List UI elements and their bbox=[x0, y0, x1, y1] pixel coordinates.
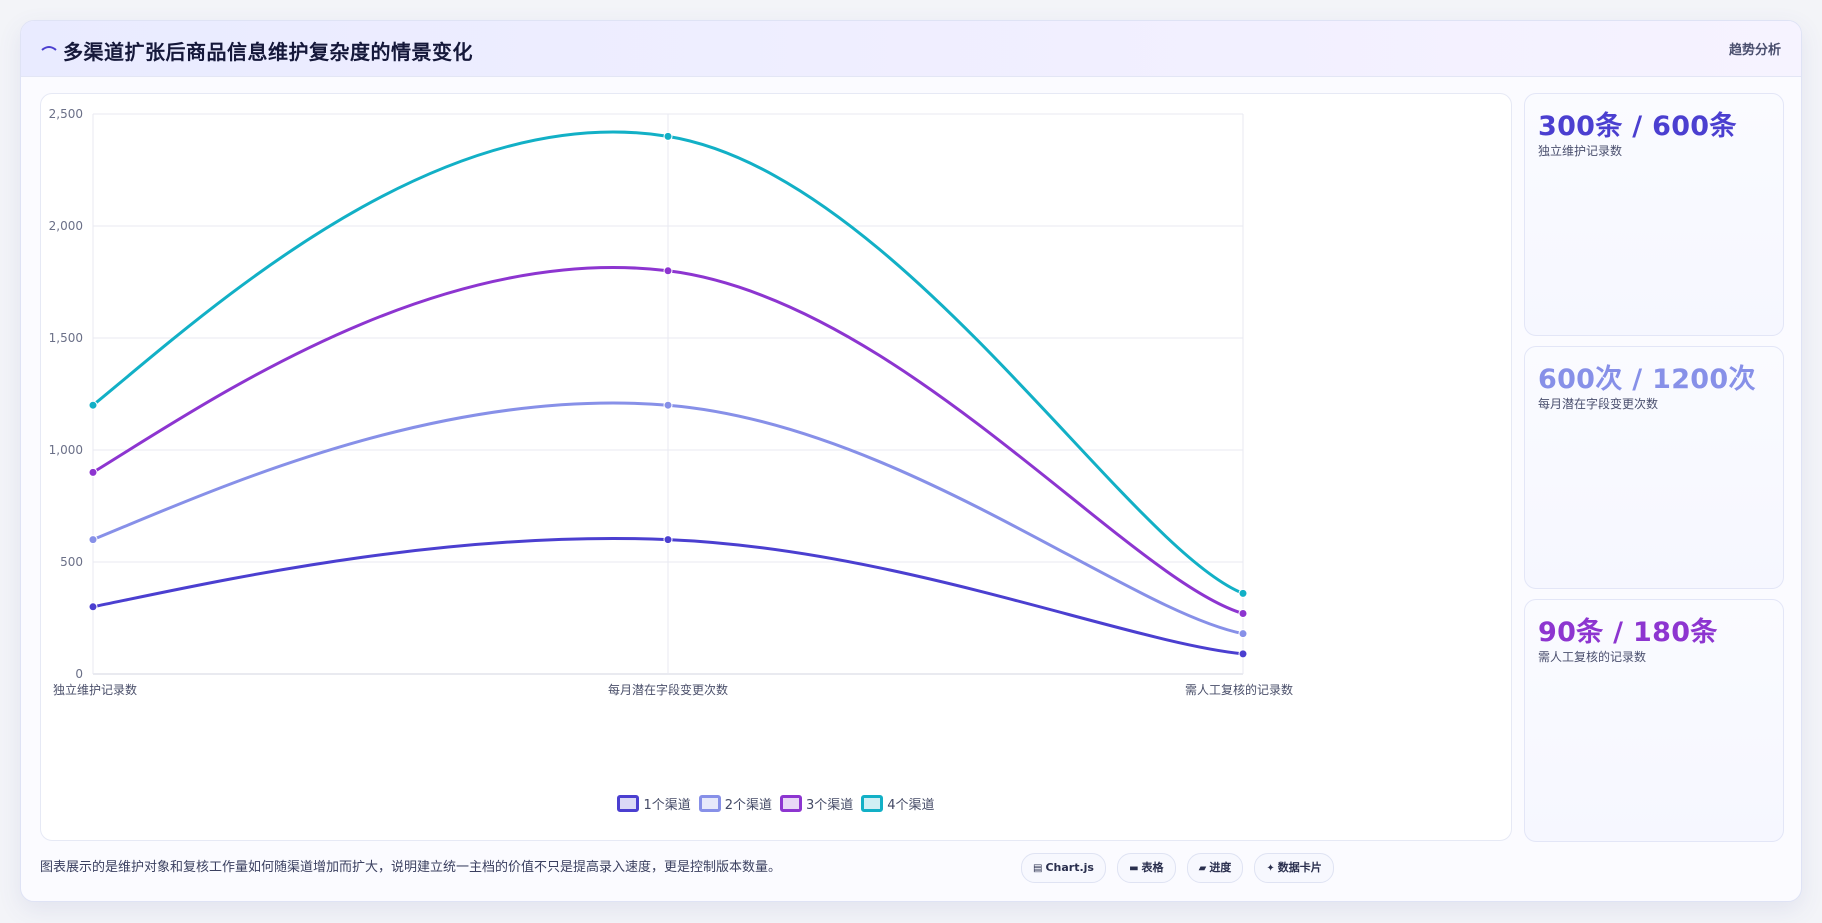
y-tick-label: 0 bbox=[75, 667, 83, 681]
progress-icon: ▰ bbox=[1198, 863, 1207, 874]
data-point bbox=[88, 535, 98, 545]
stat-card-records: 300条 / 600条 独立维护记录数 bbox=[1524, 93, 1784, 336]
y-tick-label: 1,500 bbox=[49, 331, 83, 345]
chip-label: Chart.js bbox=[1045, 861, 1094, 874]
stat-value: 300条 / 600条 bbox=[1538, 111, 1737, 142]
stat-label: 需人工复核的记录数 bbox=[1538, 650, 1647, 664]
chip-label: 进度 bbox=[1209, 861, 1232, 874]
data-point bbox=[663, 400, 673, 410]
y-tick-label: 2,000 bbox=[49, 219, 83, 233]
x-tick-label: 独立维护记录数 bbox=[53, 682, 137, 697]
legend-item[interactable]: 2个渠道 bbox=[698, 794, 772, 813]
data-point bbox=[663, 266, 673, 276]
legend-swatch bbox=[617, 795, 640, 812]
data-point bbox=[1238, 609, 1248, 619]
x-tick-label: 每月潜在字段变更次数 bbox=[608, 682, 728, 697]
legend-swatch bbox=[780, 795, 802, 812]
stat-label: 独立维护记录数 bbox=[1538, 144, 1623, 158]
chart-description: 图表展示的是维护对象和复核工作量如何随渠道增加而扩大，说明建立统一主档的价值不只… bbox=[40, 860, 782, 875]
y-tick-label: 2,500 bbox=[49, 107, 83, 121]
table-icon: ▬ bbox=[1129, 863, 1139, 874]
stat-card-review: 90条 / 180条 需人工复核的记录数 bbox=[1524, 599, 1784, 842]
legend-label: 2个渠道 bbox=[724, 798, 772, 813]
trend-analysis-tag[interactable]: 趋势分析 bbox=[1728, 43, 1781, 58]
data-point bbox=[663, 535, 673, 545]
chart-card: 多渠道扩张后商品信息维护复杂度的情景变化 趋势分析 0 500 1,000 1,500… bbox=[20, 20, 1802, 902]
y-tick-label: 500 bbox=[60, 555, 83, 569]
data-point bbox=[1238, 588, 1248, 598]
data-point bbox=[88, 400, 98, 410]
x-tick-label: 需人工复核的记录数 bbox=[1185, 682, 1293, 697]
chart-icon: ▤ bbox=[1033, 863, 1043, 874]
chip-progress[interactable]: ▰ 进度 bbox=[1186, 853, 1244, 883]
card-header: 多渠道扩张后商品信息维护复杂度的情景变化 趋势分析 bbox=[21, 21, 1801, 77]
sparkle-icon: ✦ bbox=[1266, 863, 1275, 874]
line-trend-icon bbox=[41, 46, 57, 51]
chart-legend: 1个渠道 2个渠道 3个渠道 4个渠道 bbox=[41, 794, 1511, 813]
legend-swatch bbox=[698, 795, 721, 812]
stat-value: 90条 / 180条 bbox=[1538, 617, 1718, 648]
data-point bbox=[1238, 629, 1248, 639]
legend-label: 4个渠道 bbox=[887, 798, 935, 813]
legend-item[interactable]: 4个渠道 bbox=[861, 794, 935, 813]
chip-table[interactable]: ▬ 表格 bbox=[1117, 853, 1176, 883]
stat-card-changes: 600次 / 1200次 每月潜在字段变更次数 bbox=[1524, 346, 1784, 589]
data-point bbox=[1238, 649, 1248, 659]
legend-item[interactable]: 1个渠道 bbox=[617, 794, 691, 813]
data-point bbox=[88, 467, 98, 477]
y-tick-label: 1,000 bbox=[49, 443, 83, 457]
chip-chartjs[interactable]: ▤ Chart.js bbox=[1021, 853, 1106, 883]
legend-label: 3个渠道 bbox=[806, 798, 854, 813]
legend-label: 1个渠道 bbox=[643, 798, 691, 813]
legend-item[interactable]: 3个渠道 bbox=[780, 794, 853, 813]
legend-swatch bbox=[861, 795, 884, 812]
data-point bbox=[88, 602, 98, 612]
view-chips: ▤ Chart.js ▬ 表格 ▰ 进度 ✦ 数据卡片 bbox=[1021, 853, 1340, 883]
chip-label: 数据卡片 bbox=[1277, 861, 1322, 874]
chip-data-card[interactable]: ✦ 数据卡片 bbox=[1254, 853, 1334, 883]
chart-panel: 0 500 1,000 1,500 2,000 2,500 独立维护记录数 每月潜在字段变更次… bbox=[40, 93, 1512, 841]
stat-label: 每月潜在字段变更次数 bbox=[1538, 397, 1659, 411]
stat-value: 600次 / 1200次 bbox=[1538, 364, 1756, 395]
chart-title: 多渠道扩张后商品信息维护复杂度的情景变化 bbox=[63, 40, 473, 64]
data-point bbox=[663, 131, 673, 141]
chip-label: 表格 bbox=[1141, 861, 1164, 874]
line-chart: 0 500 1,000 1,500 2,000 2,500 独立维护记录数 每月潜在字段变更次… bbox=[49, 107, 1293, 697]
